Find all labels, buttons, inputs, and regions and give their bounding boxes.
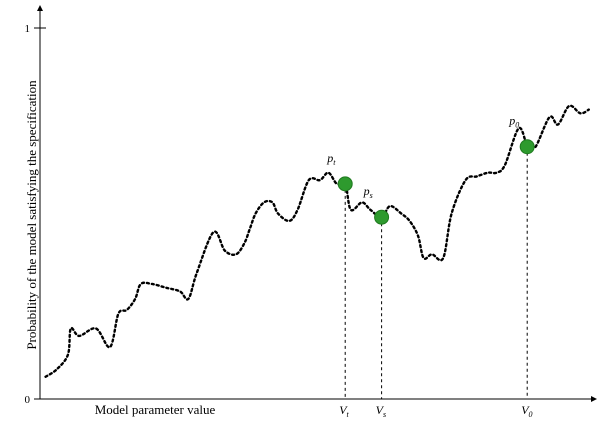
drop-lines: [344, 146, 528, 399]
y-tick-label: 0: [25, 394, 31, 406]
point-marker: [337, 176, 353, 192]
point-label: ps: [363, 184, 373, 200]
y-tick-label: 1: [25, 23, 31, 35]
point-labels: pt ps p0: [326, 114, 519, 200]
x-ticks: Vt Vs V0: [339, 403, 532, 419]
point-marker: [519, 139, 535, 155]
probability-curve: [44, 104, 590, 378]
x-tick-label: Vt: [339, 403, 349, 419]
markers: [337, 139, 535, 225]
series-layer: [44, 104, 590, 378]
y-axis-label: Probability of the model satisfying the …: [24, 80, 39, 350]
point-label: p0: [508, 114, 519, 130]
x-tick-label: Vs: [376, 403, 386, 419]
point-label: pt: [326, 151, 336, 167]
y-ticks: 01: [25, 23, 46, 406]
x-axis-label: Model parameter value: [95, 402, 216, 417]
x-tick-label: V0: [521, 403, 532, 419]
point-marker: [374, 209, 390, 225]
